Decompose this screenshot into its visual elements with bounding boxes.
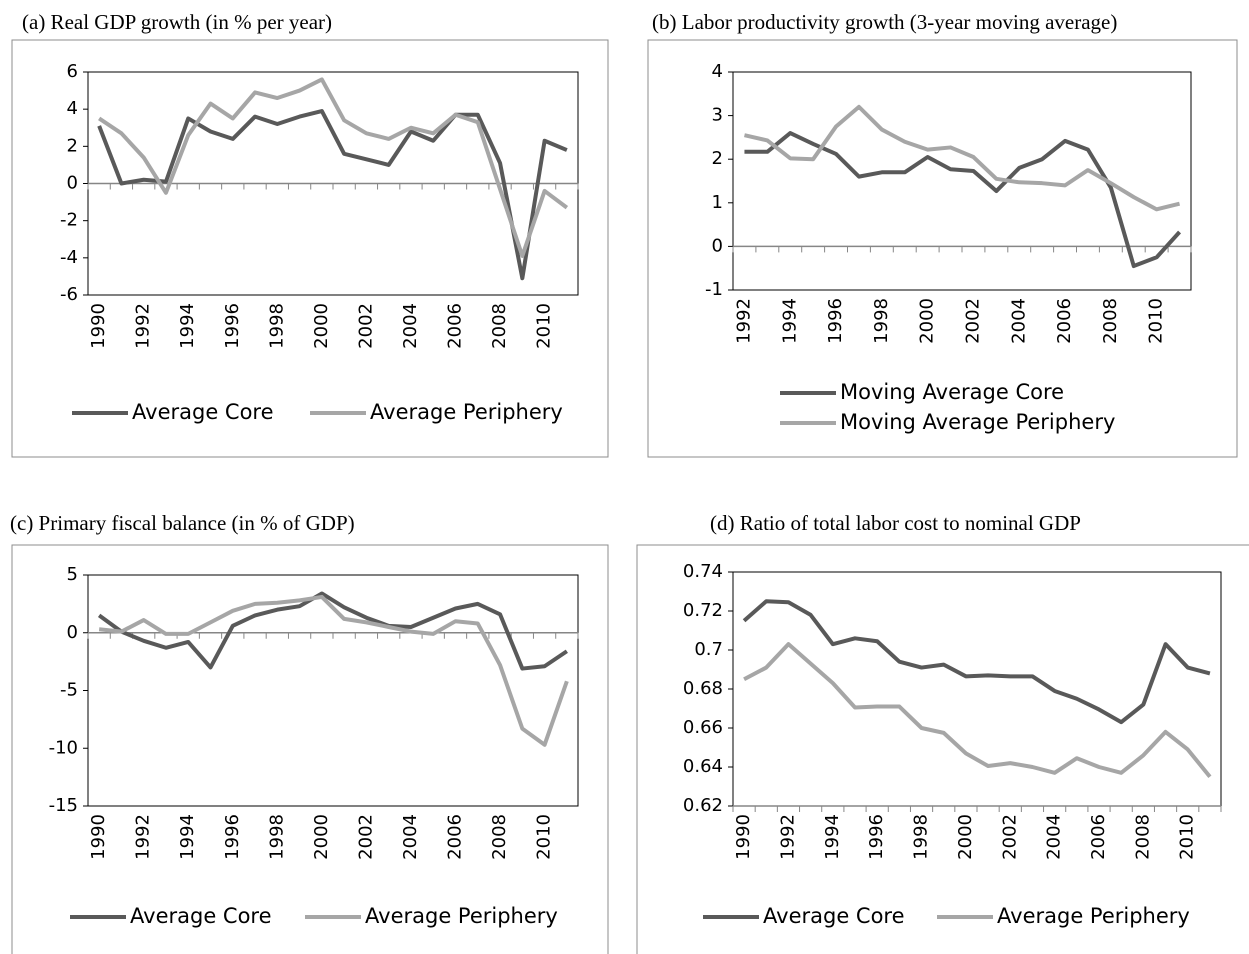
x-tick-label: 2002 <box>355 303 376 349</box>
y-tick-label: -15 <box>49 795 78 816</box>
panel-frame <box>11 544 609 954</box>
panel-frame <box>11 39 609 458</box>
x-tick-label: 2002 <box>962 298 983 344</box>
x-tick-label: 2010 <box>1146 298 1167 344</box>
x-tick-label: 2010 <box>534 303 555 349</box>
x-tick-label: 1998 <box>871 298 892 344</box>
x-tick-label: 2000 <box>917 298 938 344</box>
x-tick-label: 1998 <box>266 814 287 860</box>
legend-label: Average Core <box>130 904 272 928</box>
x-tick-label: 2000 <box>311 303 332 349</box>
x-tick-label: 2004 <box>400 303 421 349</box>
y-tick-label: 2 <box>712 148 723 169</box>
series-line <box>98 77 569 258</box>
x-tick-label: 1992 <box>777 814 798 860</box>
y-tick-label: 0 <box>67 622 78 643</box>
y-tick-label: 0 <box>712 235 723 256</box>
y-tick-label: 1 <box>712 192 723 213</box>
x-tick-label: 1996 <box>825 298 846 344</box>
series-line <box>744 104 1181 212</box>
x-tick-label: 1994 <box>177 814 198 860</box>
panel-frame <box>647 39 1238 458</box>
x-tick-label: 1990 <box>88 814 109 860</box>
x-tick-label: 2008 <box>489 814 510 860</box>
x-tick-label: 2000 <box>311 814 332 860</box>
y-tick-label: 0.74 <box>683 561 723 582</box>
y-tick-label: -2 <box>60 210 78 231</box>
x-tick-label: 2004 <box>1008 298 1029 344</box>
y-tick-label: 0.62 <box>683 795 723 816</box>
x-tick-label: 2008 <box>1132 814 1153 860</box>
x-tick-label: 2000 <box>955 814 976 860</box>
x-tick-label: 1996 <box>866 814 887 860</box>
x-tick-label: 2010 <box>534 814 555 860</box>
panel: (d) Ratio of total labor cost to nominal… <box>636 511 1249 954</box>
y-tick-label: 6 <box>67 61 78 82</box>
x-tick-label: 2002 <box>999 814 1020 860</box>
plot-frame <box>732 71 1192 291</box>
x-tick-label: 1994 <box>779 298 800 344</box>
x-tick-label: 2006 <box>445 814 466 860</box>
x-tick-label: 1992 <box>733 298 754 344</box>
panel-frame <box>636 544 1249 954</box>
y-tick-label: 0.66 <box>683 717 723 738</box>
y-tick-label: 0.64 <box>683 756 723 777</box>
series-line <box>742 599 1211 725</box>
y-tick-label: -4 <box>60 247 78 268</box>
x-tick-label: 2008 <box>1100 298 1121 344</box>
x-tick-label: 1990 <box>733 814 754 860</box>
x-tick-label: 2006 <box>445 303 466 349</box>
series-line <box>97 109 568 281</box>
x-tick-label: 2002 <box>355 814 376 860</box>
y-tick-label: -10 <box>49 737 78 758</box>
y-tick-label: 5 <box>67 564 78 585</box>
chart-title: (a) Real GDP growth (in % per year) <box>22 10 332 34</box>
y-tick-label: 0.7 <box>694 639 723 660</box>
x-tick-label: 1996 <box>222 303 243 349</box>
panel: (c) Primary fiscal balance (in % of GDP)… <box>10 511 609 954</box>
x-tick-label: 1994 <box>822 814 843 860</box>
y-tick-label: 3 <box>712 105 723 126</box>
x-tick-label: 1992 <box>133 814 154 860</box>
y-tick-label: -1 <box>705 279 723 300</box>
series-line <box>97 591 568 671</box>
panel: (b) Labor productivity growth (3-year mo… <box>647 10 1238 458</box>
x-tick-label: 2004 <box>1044 814 1065 860</box>
y-tick-label: 4 <box>67 98 78 119</box>
x-tick-label: 1996 <box>222 814 243 860</box>
x-tick-label: 1992 <box>133 303 154 349</box>
legend-label: Average Core <box>132 400 274 424</box>
legend-label: Moving Average Periphery <box>840 410 1115 434</box>
y-tick-label: -5 <box>60 680 78 701</box>
x-tick-label: 2008 <box>489 303 510 349</box>
y-tick-label: 4 <box>712 61 723 82</box>
legend-label: Average Periphery <box>365 904 558 928</box>
y-tick-label: 0.68 <box>683 678 723 699</box>
series-line <box>98 594 569 747</box>
x-tick-label: 1998 <box>911 814 932 860</box>
legend-label: Average Core <box>763 904 905 928</box>
x-tick-label: 1998 <box>266 303 287 349</box>
y-tick-label: 0 <box>67 173 78 194</box>
y-tick-label: 2 <box>67 135 78 156</box>
legend-label: Average Periphery <box>997 904 1190 928</box>
y-tick-label: -6 <box>60 284 78 305</box>
chart-title: (b) Labor productivity growth (3-year mo… <box>652 10 1117 34</box>
x-tick-label: 2006 <box>1088 814 1109 860</box>
panel: (a) Real GDP growth (in % per year) -6 -4 -… <box>11 10 609 458</box>
x-tick-label: 2006 <box>1054 298 1075 344</box>
x-tick-label: 2010 <box>1177 814 1198 860</box>
x-tick-label: 1990 <box>88 303 109 349</box>
y-tick-label: 0.72 <box>683 600 723 621</box>
chart-title: (d) Ratio of total labor cost to nominal… <box>710 511 1081 535</box>
chart-title: (c) Primary fiscal balance (in % of GDP) <box>10 511 355 535</box>
x-tick-label: 1994 <box>177 303 198 349</box>
series-line <box>743 642 1212 779</box>
x-tick-label: 2004 <box>400 814 421 860</box>
legend-label: Moving Average Core <box>840 380 1064 404</box>
legend-label: Average Periphery <box>370 400 563 424</box>
